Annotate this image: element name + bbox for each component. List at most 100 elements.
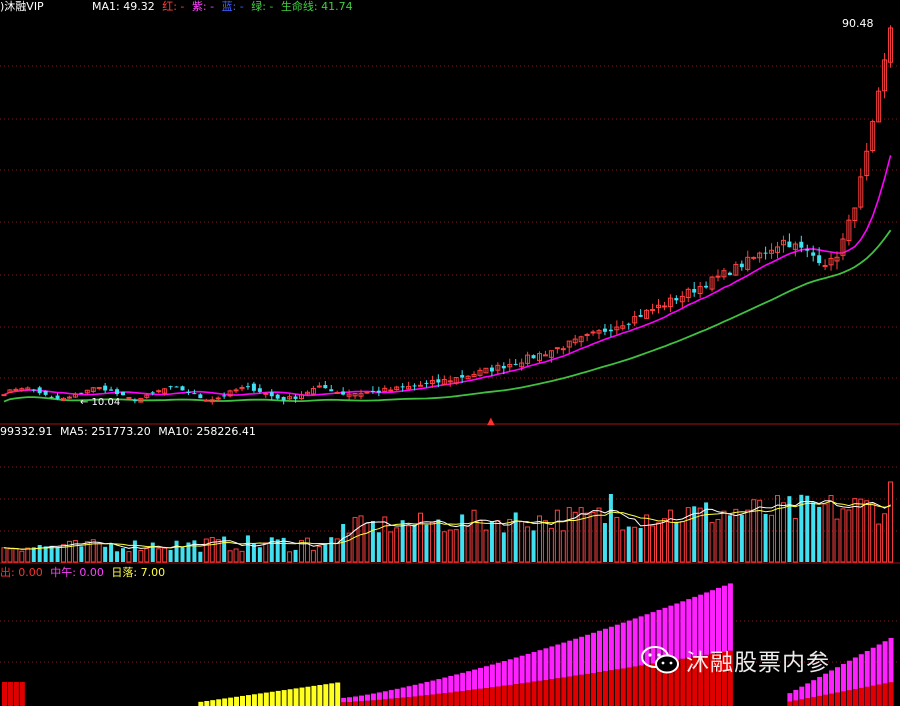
- indicator-bar-red: [585, 673, 591, 706]
- candle-body-up: [61, 397, 66, 402]
- volume-bar-up: [840, 508, 846, 563]
- volume-bar-up: [834, 518, 840, 563]
- candle-body-up: [453, 377, 459, 384]
- volume-bar-up: [697, 507, 703, 563]
- indicator-bar-magenta: [382, 691, 388, 700]
- candle-body-up: [542, 354, 548, 357]
- indicator-bar-magenta: [412, 684, 418, 697]
- marker-glyph: ▲: [487, 416, 495, 427]
- indicator-bar-magenta: [614, 624, 620, 670]
- candle-body-up: [721, 270, 727, 278]
- candle-body-down: [376, 390, 381, 393]
- indicator-bar-magenta: [608, 626, 614, 671]
- volume-bar-up: [483, 529, 489, 563]
- volume-bar-down: [513, 512, 518, 562]
- volume-bar-up: [495, 520, 501, 563]
- high-price-label: 90.48: [842, 17, 874, 30]
- volume-bar-up: [334, 538, 340, 563]
- volume-bar-up: [7, 548, 13, 563]
- indicator-bar-magenta: [359, 695, 364, 702]
- volume-bar-down: [501, 532, 506, 562]
- indicator-bar-red: [448, 692, 454, 706]
- indicator-bar-red: [829, 693, 835, 706]
- volume-bar-down: [245, 535, 250, 562]
- volume-bar-up: [310, 549, 316, 563]
- indicator-bar-red: [436, 693, 442, 706]
- candle-body-down: [602, 328, 607, 332]
- candle-body-up: [203, 399, 209, 402]
- indicator-bar-red: [858, 687, 864, 706]
- volume-bar-up: [745, 509, 751, 563]
- indicator-bar-magenta: [840, 663, 846, 706]
- indicator-bar-red: [698, 655, 704, 706]
- volume-bar-up: [876, 523, 882, 563]
- candle-body-up: [548, 350, 554, 358]
- candle-body-down: [412, 385, 417, 387]
- volume-bar-up: [477, 520, 483, 563]
- indicator-bar-magenta: [727, 583, 733, 651]
- volume-bar-down: [174, 540, 179, 562]
- indicator-bar-red: [817, 695, 823, 706]
- candle-body-up: [632, 316, 638, 324]
- indicator-bar-magenta: [674, 603, 680, 660]
- indicator-bar-red: [537, 680, 543, 706]
- candle-body-down: [115, 389, 120, 395]
- indicator-bar-magenta: [882, 641, 888, 706]
- volume-bar-up: [215, 539, 221, 563]
- volume-bar-up: [560, 530, 566, 563]
- indicator-bar-red: [347, 702, 353, 706]
- candle-body-up: [644, 309, 650, 319]
- indicator-bar-red: [811, 696, 817, 706]
- volume-bar-down: [281, 537, 286, 562]
- volume-bar-down: [424, 524, 429, 562]
- volume-ma10-line: [3, 500, 891, 550]
- volume-bar-down: [323, 544, 328, 562]
- indicator-bar-red: [430, 694, 436, 706]
- indicator-bar-red: [7, 682, 13, 706]
- volume-bar-up: [239, 550, 245, 563]
- volume-bar-up: [447, 529, 453, 563]
- volume-bar-down: [43, 546, 48, 562]
- indicator-bar-magenta: [507, 659, 513, 685]
- ma1-label: MA1: 49.32: [92, 0, 155, 13]
- indicator-bar-magenta: [418, 683, 424, 696]
- volume-bar-up: [263, 542, 269, 563]
- indicator-bar-red: [888, 682, 894, 706]
- volume-bar-up: [661, 518, 667, 563]
- volume-label: 99332.91: [0, 425, 53, 438]
- volume-bar-down: [275, 539, 280, 562]
- volume-bar-up: [846, 509, 852, 563]
- candle-body-up: [537, 353, 542, 362]
- candle-body-up: [792, 243, 798, 250]
- indicator-bar-red: [13, 682, 19, 706]
- candle-body-down: [400, 386, 405, 388]
- indicator-bar-red: [638, 665, 644, 706]
- candle-body-up: [334, 392, 340, 395]
- volume-bar-up: [13, 548, 19, 563]
- indicator-bar-red: [376, 699, 382, 706]
- volume-bar-down: [55, 547, 60, 562]
- indicator-bar-red: [525, 682, 531, 706]
- volume-bar-down: [222, 536, 227, 562]
- volume-bar-up: [679, 521, 685, 563]
- volume-bar-down: [460, 514, 465, 562]
- indicator-bar-magenta: [787, 693, 793, 706]
- volume-bar-up: [656, 522, 661, 563]
- indicator-bar-magenta: [686, 599, 692, 658]
- indicator-bar-red: [418, 695, 424, 706]
- indicator-bar-yellow: [240, 695, 245, 706]
- volume-bar-up: [304, 537, 310, 563]
- indicator-bar-red: [787, 701, 793, 706]
- candle-body-up: [72, 393, 78, 398]
- candle-body-up: [715, 275, 721, 278]
- volume-bar-down: [638, 528, 643, 562]
- candle-body-up: [679, 295, 685, 303]
- volume-bar-down: [608, 494, 613, 562]
- volume-bar-up: [525, 526, 531, 563]
- volume-bar-up: [96, 543, 102, 563]
- candle-body-up: [388, 389, 394, 392]
- indicator-bar-magenta: [347, 697, 353, 703]
- volume-bar-down: [704, 502, 709, 562]
- indicator-bar-magenta: [585, 634, 591, 674]
